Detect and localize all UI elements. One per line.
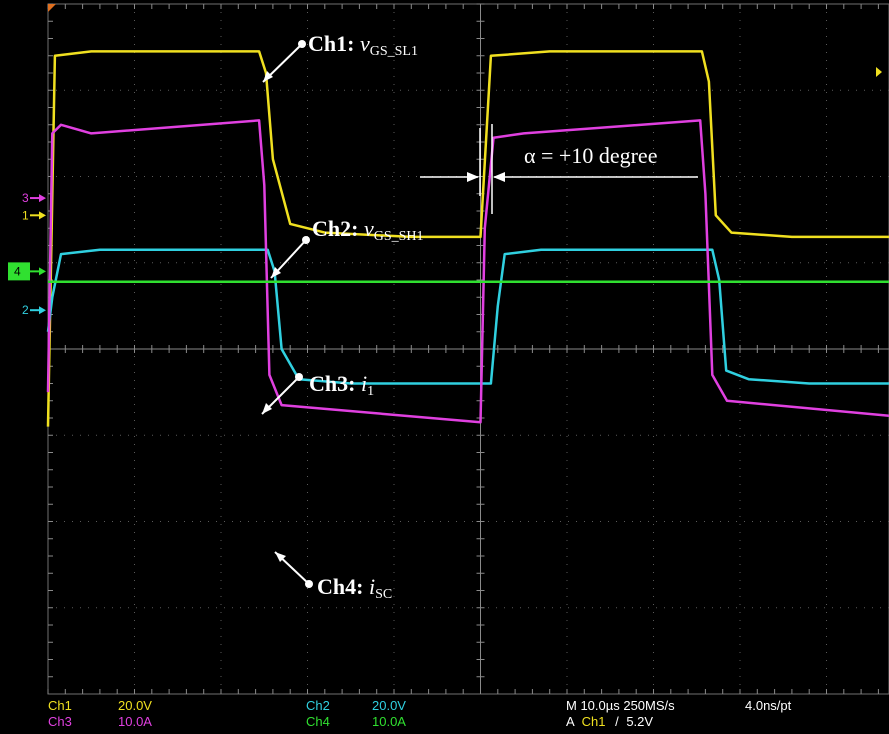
- ground-marker-arrow-icon: [39, 267, 46, 276]
- trigger-readout: A Ch1 / 5.2V: [566, 714, 653, 729]
- ch2-label: Ch2: vGS_SH1: [312, 216, 424, 244]
- ch1-pointer-dot: [298, 40, 306, 48]
- annotations: Ch1: vGS_SL1 Ch2: vGS_SH1 Ch3: i1 Ch4: i…: [261, 31, 698, 602]
- ch4-setting-scale: 10.0A: [372, 714, 406, 729]
- ch2-arrowhead-icon: [271, 267, 281, 278]
- trigger-prefix: A: [566, 714, 575, 729]
- ground-marker-arrow-icon: [39, 211, 46, 220]
- resolution-readout: 4.0ns/pt: [745, 698, 792, 713]
- graticule: [47, 3, 889, 695]
- ch4-pointer-dot: [305, 580, 313, 588]
- trigger-slope-icon: /: [615, 714, 619, 729]
- ch4-label: Ch4: iSC: [317, 574, 392, 602]
- ground-marker-label-ch4: 4: [14, 264, 21, 278]
- ground-markers: 1 2 3 4: [8, 191, 46, 317]
- ch3-arrowhead-icon: [262, 403, 272, 414]
- waveform-traces: [46, 50, 889, 427]
- ch2-pointer-dot: [302, 236, 310, 244]
- status-bar: Ch1 20.0V Ch3 10.0A Ch2 20.0V Ch4 10.0A …: [48, 698, 792, 729]
- ch2-setting-name: Ch2: [306, 698, 330, 713]
- trace-ch1: [46, 50, 889, 427]
- phase-shift-label: α = +10 degree: [524, 143, 657, 168]
- ground-marker-label-ch3: 3: [22, 191, 29, 205]
- ch2-setting-scale: 20.0V: [372, 698, 406, 713]
- ch1-label: Ch1: vGS_SL1: [308, 31, 418, 59]
- ground-marker-label-ch2: 2: [22, 303, 29, 317]
- trigger-channel: Ch1: [582, 714, 606, 729]
- ch3-label: Ch3: i1: [309, 371, 374, 399]
- ch3-setting-name: Ch3: [48, 714, 72, 729]
- ch3-setting-scale: 10.0A: [118, 714, 152, 729]
- ground-marker-arrow-icon: [39, 194, 46, 203]
- timebase-readout: M 10.0µs 250MS/s: [566, 698, 675, 713]
- phase-arrowhead-left-icon: [467, 172, 479, 182]
- corner-indicator-icon: [48, 4, 56, 12]
- trace-ch2: [46, 248, 889, 385]
- ground-marker-label-ch1: 1: [22, 208, 29, 222]
- trace-ch3: [46, 119, 889, 424]
- trigger-position-arrow-icon: [876, 67, 882, 77]
- ch4-arrowhead-icon: [275, 552, 286, 562]
- phase-arrowhead-right-icon: [493, 172, 505, 182]
- ch4-setting-name: Ch4: [306, 714, 330, 729]
- ch1-setting-name: Ch1: [48, 698, 72, 713]
- ch1-arrowhead-icon: [263, 71, 273, 82]
- ground-marker-box-ch4: [8, 262, 30, 281]
- trigger-level: 5.2V: [626, 714, 653, 729]
- ch3-pointer-dot: [295, 373, 303, 381]
- ch1-setting-scale: 20.0V: [118, 698, 152, 713]
- ground-marker-arrow-icon: [39, 306, 46, 315]
